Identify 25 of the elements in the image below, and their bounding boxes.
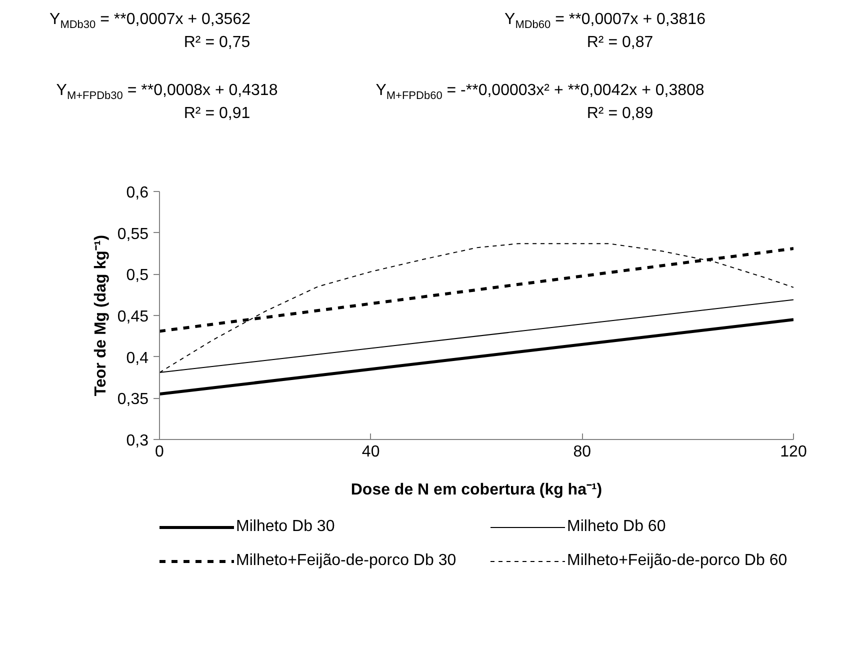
x-tick-label: 120 xyxy=(780,444,807,460)
text: R² = 0,75 xyxy=(184,33,250,53)
legend-label: Milheto Db 30 xyxy=(236,518,335,536)
y-tick-label: 0,45 xyxy=(117,308,149,326)
legend-label: Milheto+Feijão-de-porco Db 30 xyxy=(236,552,456,570)
text: Y$_{MDb60}$ = **0,0007x + 0,3816 xyxy=(504,10,706,34)
text: Y$_{M+FPDb60}$ = -**0,00003x² + **0,0042x + 0,3808 xyxy=(376,81,704,104)
text: R² = 0,89 xyxy=(586,104,654,124)
y-tick-label: 0,55 xyxy=(117,226,149,243)
y-tick-label: 0,4 xyxy=(126,350,149,367)
y-tick-label: 0,3 xyxy=(126,432,149,450)
legend-label: Milheto+Feijão-de-porco Db 60 xyxy=(567,552,788,570)
x-tick-label: 0 xyxy=(155,444,164,460)
y-tick-label: 0,6 xyxy=(126,184,149,202)
text: Y$_{M+FPDb30}$ = **0,0008x + 0,4318 xyxy=(56,81,278,104)
y-tick-label: 0,5 xyxy=(126,267,149,284)
x-axis-title: Dose de N em cobertura (kg ha⁻¹) xyxy=(350,482,602,498)
text: R² = 0,87 xyxy=(586,33,654,53)
y-axis-title: Teor de Mg (dag kg⁻¹) xyxy=(92,234,110,396)
text: Y$_{MDb30}$ = **0,0007x + 0,3562 xyxy=(50,10,250,34)
legend-label: Milheto Db 60 xyxy=(567,518,666,536)
y-tick-label: 0,35 xyxy=(117,391,149,408)
text: R² = 0,91 xyxy=(184,104,250,124)
x-tick-label: 40 xyxy=(362,444,380,460)
x-tick-label: 80 xyxy=(573,444,592,460)
